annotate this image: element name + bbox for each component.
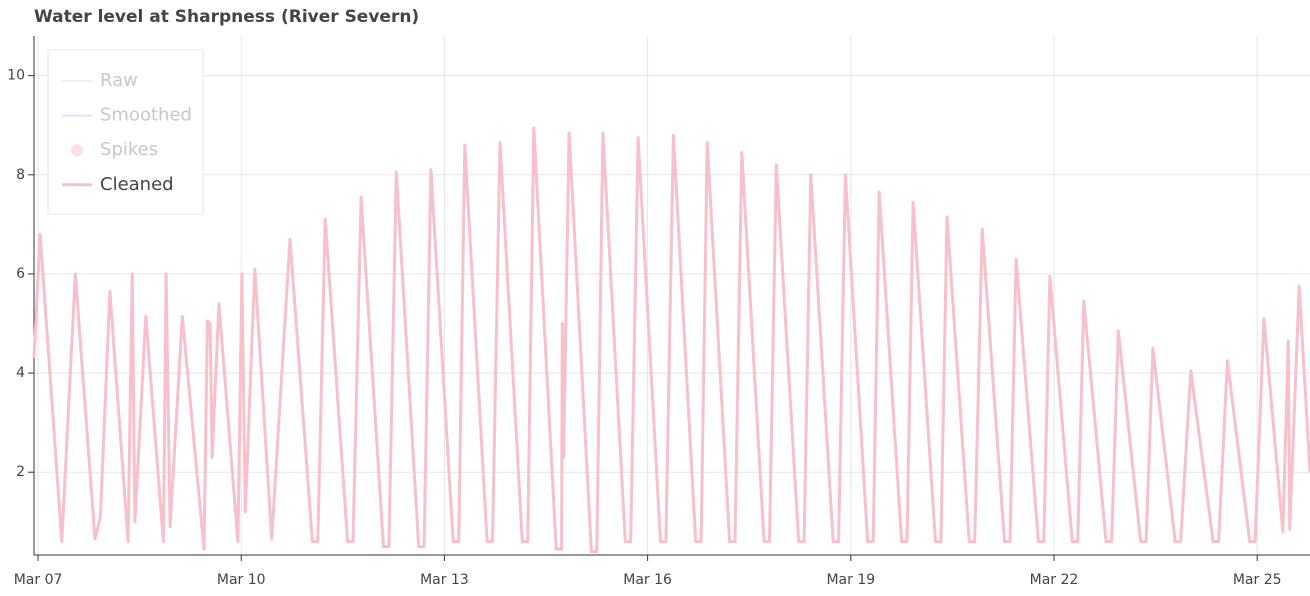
x-tick-label: Mar 16 [623,572,672,588]
x-tick-label: Mar 19 [826,572,875,588]
y-tick-label: 10 [7,68,25,84]
legend-label: Cleaned [100,174,174,195]
y-tick-label: 6 [16,266,25,282]
x-tick-label: Mar 10 [217,572,266,588]
legend-box [47,49,204,215]
x-tick-label: Mar 22 [1030,572,1079,588]
y-tick-label: 4 [16,365,25,381]
chart-title: Water level at Sharpness (River Severn) [34,7,419,27]
x-tick-label: Mar 13 [420,572,469,588]
legend-label: Smoothed [100,105,192,126]
legend: Raw Smoothed Spikes Cleaned [47,49,204,215]
legend-label: Raw [100,70,138,91]
y-tick-label: 2 [16,464,25,480]
x-tick-label: Mar 07 [14,572,63,588]
x-tick-label: Mar 25 [1233,572,1282,588]
y-tick-label: 8 [16,167,25,183]
series-line [32,126,1310,553]
legend-label: Spikes [100,139,158,160]
legend-glyph [71,144,83,157]
